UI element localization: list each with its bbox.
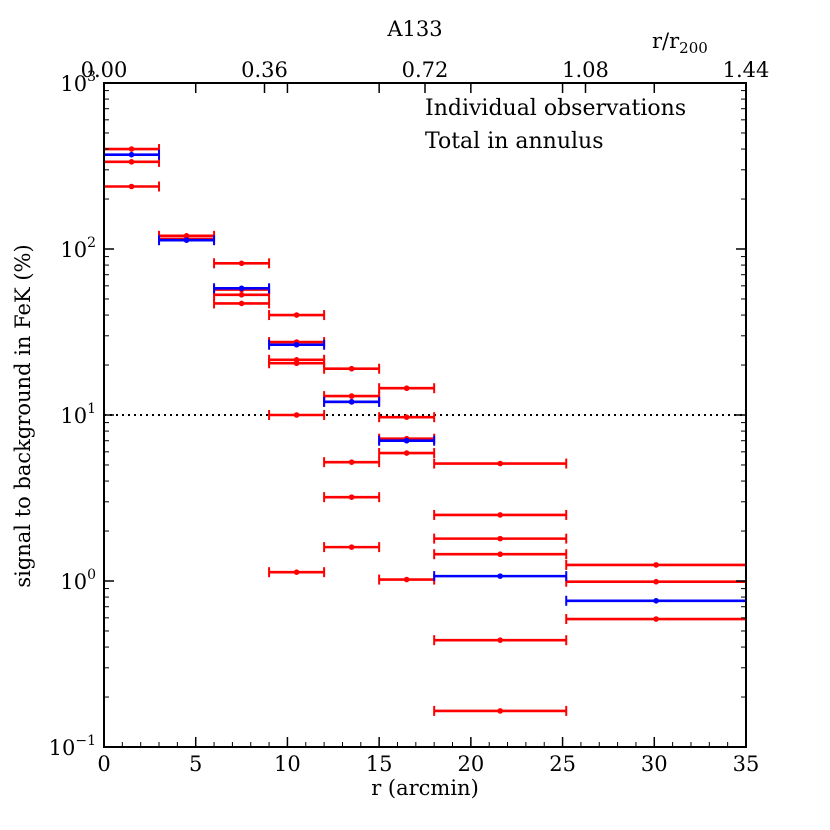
x-tick-label: 25 [549, 752, 576, 776]
data-marker [403, 414, 410, 420]
series-layer [103, 144, 747, 716]
data-marker [238, 260, 245, 267]
data-point [433, 549, 568, 560]
data-point [268, 567, 326, 578]
data-point [158, 235, 216, 246]
x-tick-label: 5 [189, 752, 202, 776]
data-point [268, 339, 326, 350]
y-tick-label: 100 [60, 567, 96, 594]
data-point [565, 614, 747, 625]
data-marker [497, 535, 504, 542]
data-marker [497, 637, 504, 643]
data-point [378, 448, 436, 459]
data-marker [183, 237, 190, 243]
data-marker [293, 412, 300, 418]
top-axis-label: r/r200 [652, 29, 708, 57]
data-point [565, 576, 747, 587]
data-marker [348, 393, 355, 399]
data-marker [403, 576, 410, 583]
data-point [323, 457, 381, 468]
data-point [433, 509, 568, 520]
data-point [565, 595, 747, 606]
data-marker [653, 597, 659, 604]
y-tick-label: 101 [60, 401, 96, 428]
data-point [378, 412, 436, 423]
data-point [433, 533, 568, 544]
x-tick-label: 20 [457, 752, 484, 776]
data-point [213, 258, 271, 269]
y-tick-label: 102 [60, 235, 96, 262]
data-point [323, 542, 381, 553]
data-marker [238, 285, 245, 292]
data-point [213, 283, 271, 294]
y-tick-label: 10−1 [49, 733, 96, 760]
data-point [103, 156, 161, 167]
data-marker [128, 146, 135, 152]
data-point [323, 492, 381, 503]
chart-title: A133 [386, 17, 442, 41]
data-point [268, 410, 326, 420]
legend: Individual observations Total in annulus [425, 96, 686, 154]
data-marker [128, 183, 135, 190]
data-marker [293, 341, 300, 348]
data-point [433, 571, 568, 582]
x-tick-label: 35 [733, 752, 760, 776]
data-point [433, 635, 568, 646]
data-marker [497, 551, 504, 558]
data-point [323, 363, 381, 374]
series-individual-observations [103, 144, 747, 716]
data-marker [403, 437, 410, 444]
data-marker [293, 569, 300, 575]
top-tick-label: 0.36 [241, 58, 288, 82]
data-point [378, 574, 436, 585]
data-marker [497, 512, 504, 518]
top-tick-label: 0.00 [81, 58, 128, 82]
top-tick-label: 1.44 [723, 58, 770, 82]
data-marker [653, 616, 659, 622]
data-marker [403, 450, 410, 456]
data-point [213, 298, 271, 309]
top-tick-label: 0.72 [402, 58, 449, 82]
x-axis-label: r (arcmin) [371, 776, 479, 800]
y-axis-label: signal to background in FeK (%) [11, 244, 35, 587]
data-point [433, 705, 568, 716]
x-tick-label: 0 [97, 752, 110, 776]
data-marker [348, 494, 355, 500]
data-marker [128, 159, 135, 165]
data-marker [497, 573, 504, 579]
data-point [268, 310, 326, 321]
data-point [433, 458, 568, 469]
data-marker [238, 300, 245, 307]
data-marker [348, 459, 355, 465]
legend-individual: Individual observations [425, 96, 686, 121]
data-marker [293, 312, 300, 318]
y-tick-label: 103 [60, 69, 96, 96]
data-marker [348, 544, 355, 550]
series-total-in-annulus [103, 149, 747, 606]
data-point [378, 383, 436, 394]
x-tick-label: 10 [274, 752, 301, 776]
data-marker [497, 460, 504, 467]
data-marker [293, 360, 300, 367]
data-marker [128, 151, 135, 158]
legend-total: Total in annulus [425, 129, 604, 154]
plot-area [103, 82, 747, 748]
data-point [378, 435, 436, 446]
data-marker [653, 562, 659, 568]
data-point [323, 396, 381, 407]
top-tick-label: 1.08 [562, 58, 609, 82]
data-marker [403, 385, 410, 392]
data-marker [348, 365, 355, 372]
data-marker [238, 291, 245, 298]
data-point [103, 181, 161, 192]
data-point [565, 559, 747, 570]
data-marker [348, 399, 355, 405]
data-marker [653, 578, 659, 585]
x-tick-label: 30 [641, 752, 668, 776]
data-point [268, 358, 326, 369]
data-marker [497, 708, 504, 714]
x-tick-label: 15 [366, 752, 393, 776]
plot-frame [103, 82, 747, 748]
